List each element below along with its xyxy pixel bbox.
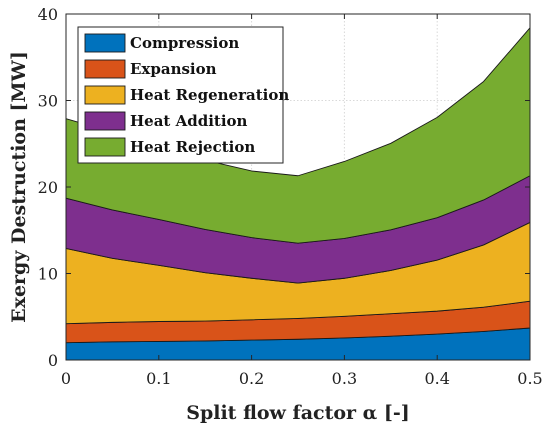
legend-label-heat-addition: Heat Addition (130, 112, 248, 130)
legend-swatch-heat-addition (84, 111, 126, 131)
x-axis-ticks: 0 0.1 0.2 0.3 0.4 0.5 (61, 14, 543, 388)
y-tick-label: 40 (38, 5, 58, 24)
x-tick-label: 0.2 (239, 369, 264, 388)
y-axis-ticks: 0 10 20 30 40 (38, 5, 530, 370)
legend-swatch-expansion (84, 59, 126, 79)
y-tick-label: 10 (38, 265, 58, 284)
x-tick-label: 0.4 (424, 369, 449, 388)
area-series-group (65, 27, 531, 361)
x-tick-label: 0.1 (146, 369, 171, 388)
legend-label-heat-regeneration: Heat Regeneration (130, 86, 289, 104)
y-tick-label: 20 (38, 178, 58, 197)
legend-label-compression: Compression (130, 34, 239, 52)
legend-label-heat-rejection: Heat Rejection (130, 138, 255, 156)
legend-swatch-heat-regeneration (84, 85, 126, 105)
x-tick-label: 0 (61, 369, 71, 388)
y-axis-title: Exergy Destruction [MW] (8, 51, 30, 323)
x-tick-label: 0.3 (332, 369, 357, 388)
x-axis-title: Split flow factor α [-] (186, 402, 410, 424)
legend: Compression Expansion Heat Regeneration Hea… (77, 26, 289, 164)
y-tick-label: 0 (48, 351, 58, 370)
y-tick-label: 30 (38, 92, 58, 111)
legend-swatch-heat-rejection (84, 137, 126, 157)
legend-swatch-compression (84, 33, 126, 53)
x-tick-label: 0.5 (517, 369, 542, 388)
legend-label-expansion: Expansion (130, 60, 217, 78)
